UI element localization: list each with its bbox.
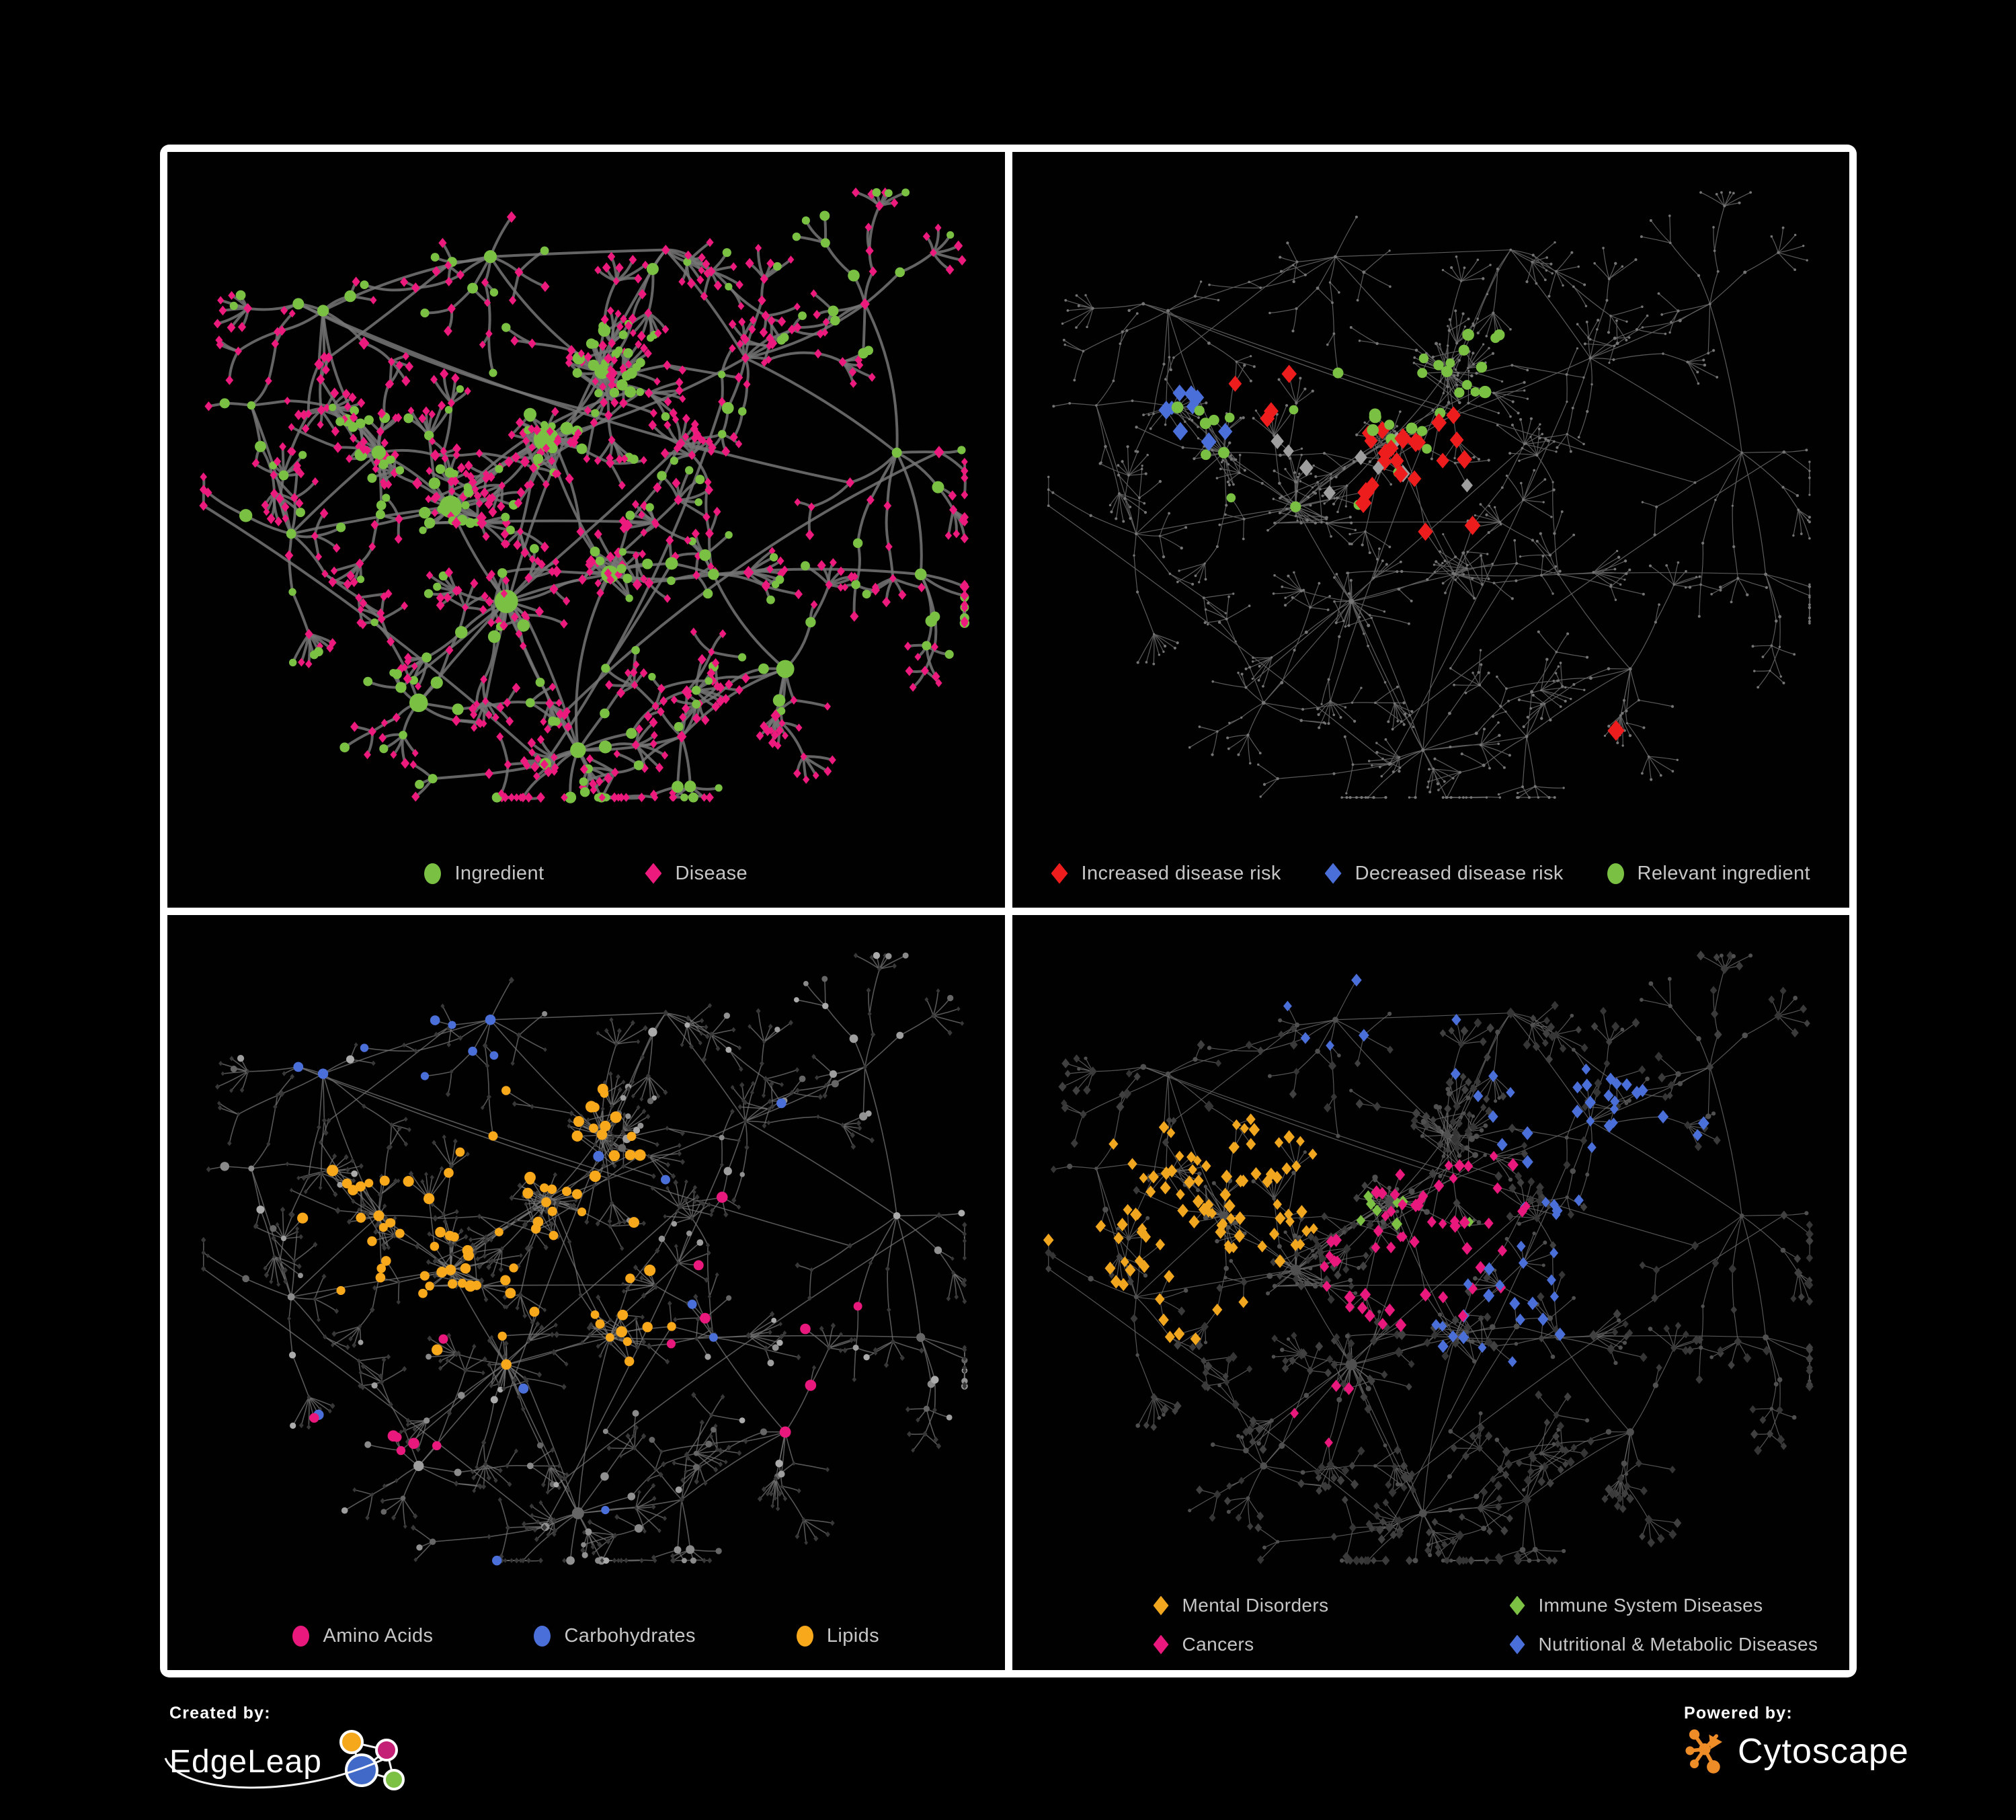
cytoscape-credit: Powered by: Cytoscape: [1684, 1704, 1909, 1776]
legend-disease-category: Mental Disorders Immune System Diseases Ca…: [1153, 1595, 1830, 1655]
ellipse-marker-icon: [424, 863, 442, 884]
edgeleap-credit: Created by: EdgeLeap: [164, 1704, 411, 1797]
legend-label: Decreased disease risk: [1355, 862, 1564, 884]
diamond-marker-icon: [1509, 1595, 1525, 1616]
ellipse-marker-icon: [1607, 863, 1624, 884]
legend-label: Nutritional & Metabolic Diseases: [1538, 1634, 1818, 1655]
diamond-marker-icon: [645, 863, 662, 884]
cytoscape-logo: Cytoscape: [1684, 1727, 1909, 1776]
panel-ingredient-disease: Ingredient Disease: [167, 152, 1005, 908]
ellipse-marker-icon: [796, 1626, 813, 1647]
legend-item-amino-acids: Amino Acids: [292, 1625, 433, 1647]
edgeleap-network-icon: [339, 1730, 405, 1790]
poster-frame: Ingredient Disease Increased disease risk…: [160, 145, 1857, 1677]
legend-label: Lipids: [826, 1625, 880, 1647]
powered-by-label: Powered by:: [1684, 1704, 1793, 1723]
cytoscape-brand-text: Cytoscape: [1738, 1732, 1909, 1771]
legend-item-cancers: Cancers: [1153, 1634, 1510, 1655]
legend-label: Immune System Diseases: [1538, 1595, 1763, 1616]
legend-item-carbohydrates: Carbohydrates: [534, 1625, 695, 1647]
legend-label: Ingredient: [454, 862, 545, 884]
panel-ingredient-class: Amino Acids Carbohydrates Lipids: [167, 914, 1005, 1670]
edgeleap-logo: EdgeLeap: [164, 1727, 411, 1797]
legend-item-mental-disorders: Mental Disorders: [1153, 1595, 1510, 1616]
legend-label: Relevant ingredient: [1637, 862, 1810, 884]
network-ingredient-class: [201, 951, 968, 1565]
legend-item-disease: Disease: [645, 863, 748, 885]
edgeleap-brand-text: EdgeLeap: [169, 1744, 322, 1780]
network-disease-risk: [1047, 191, 1811, 799]
legend-item-immune-system-diseases: Immune System Diseases: [1509, 1595, 1830, 1616]
legend-label: Increased disease risk: [1081, 862, 1281, 884]
legend-item-ingredient: Ingredient: [424, 863, 544, 885]
legend-item-relevant-ingredient: Relevant ingredient: [1607, 863, 1810, 885]
legend-item-increased-disease-risk: Increased disease risk: [1051, 863, 1281, 885]
diamond-marker-icon: [1153, 1634, 1169, 1655]
legend-item-lipids: Lipids: [796, 1625, 880, 1647]
panel-disease-category: Mental Disorders Immune System Diseases Ca…: [1012, 914, 1849, 1670]
legend-label: Carbohydrates: [564, 1625, 696, 1647]
legend-label: Disease: [675, 862, 748, 884]
legend-ingredient-class: Amino Acids Carbohydrates Lipids: [167, 1625, 1005, 1647]
network-ingredient-disease: [199, 187, 970, 803]
legend-label: Cancers: [1182, 1634, 1254, 1655]
legend-item-nutritional-metabolic-diseases: Nutritional & Metabolic Diseases: [1509, 1634, 1830, 1655]
panel-disease-risk: Increased disease risk Decreased disease …: [1012, 152, 1850, 908]
created-by-label: Created by:: [169, 1704, 271, 1723]
diamond-marker-icon: [1153, 1595, 1169, 1616]
legend-disease-risk: Increased disease risk Decreased disease …: [1012, 863, 1850, 885]
diamond-marker-icon: [1509, 1634, 1525, 1655]
legend-label: Amino Acids: [323, 1625, 434, 1647]
ellipse-marker-icon: [534, 1626, 551, 1647]
diamond-marker-icon: [1324, 863, 1342, 884]
cytoscape-network-icon: [1685, 1729, 1722, 1774]
legend-item-decreased-disease-risk: Decreased disease risk: [1324, 862, 1564, 885]
legend-label: Mental Disorders: [1182, 1595, 1329, 1616]
ellipse-marker-icon: [292, 1626, 310, 1647]
legend-ingredient-disease: Ingredient Disease: [167, 863, 1005, 885]
network-disease-category: [1043, 950, 1814, 1566]
diamond-marker-icon: [1051, 863, 1068, 884]
